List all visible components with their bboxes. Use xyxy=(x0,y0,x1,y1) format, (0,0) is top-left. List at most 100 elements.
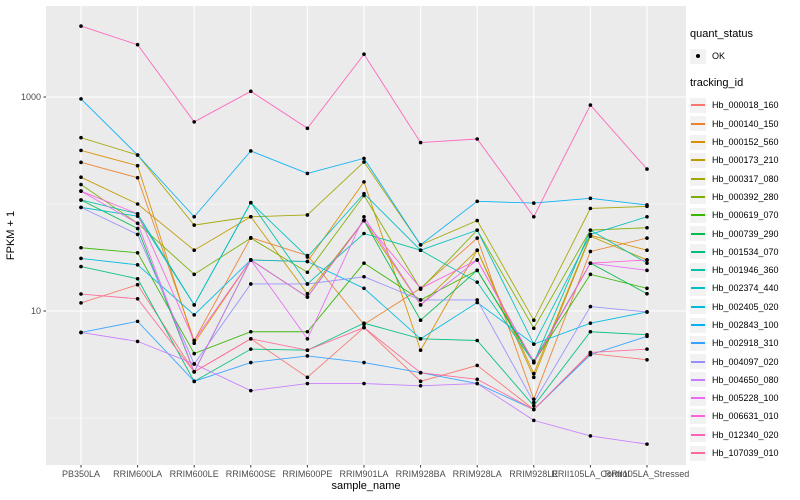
data-point xyxy=(475,338,480,343)
legend-key-box xyxy=(690,427,706,443)
data-point xyxy=(532,326,536,331)
data-point xyxy=(192,214,196,219)
data-point xyxy=(135,153,140,157)
data-point xyxy=(305,213,310,217)
data-point xyxy=(249,388,253,393)
data-point xyxy=(645,261,649,265)
data-point xyxy=(588,232,593,237)
data-point xyxy=(645,203,649,207)
data-point xyxy=(192,362,196,366)
data-point xyxy=(249,347,253,351)
data-point xyxy=(418,248,423,253)
legend-key-box xyxy=(690,48,706,64)
legend-item: Hb_000152_560 xyxy=(690,133,798,151)
legend-key-box xyxy=(690,152,706,168)
data-point xyxy=(475,248,480,253)
legend-key-box xyxy=(690,207,706,223)
line-swatch-icon xyxy=(691,159,705,162)
data-point xyxy=(532,371,536,376)
data-point xyxy=(588,329,593,334)
legend-item-label: Hb_107039_010 xyxy=(712,448,779,459)
data-point xyxy=(418,336,423,341)
data-point xyxy=(532,201,536,205)
data-point xyxy=(588,103,593,107)
y-tick-label: 10 xyxy=(31,306,41,316)
legend-item-label: Hb_005228_100 xyxy=(712,393,779,404)
data-point xyxy=(475,381,480,386)
data-point xyxy=(588,321,593,325)
data-point xyxy=(305,259,310,264)
legend-item: Hb_002405_020 xyxy=(690,298,798,316)
data-point xyxy=(79,135,83,140)
data-point xyxy=(418,140,423,145)
y-axis-title: FPKM + 1 xyxy=(5,211,17,260)
legend-key-box xyxy=(690,97,706,113)
legend-key-box xyxy=(690,317,706,333)
data-point xyxy=(305,295,310,299)
x-tick-label: RRIM901LA xyxy=(339,469,388,479)
legend-key-box xyxy=(690,445,706,461)
data-point xyxy=(79,330,83,335)
data-point xyxy=(475,258,480,262)
data-point xyxy=(645,357,649,362)
legend-key-box xyxy=(690,390,706,406)
data-point xyxy=(362,191,366,196)
legend-item-label: Hb_002405_020 xyxy=(712,301,779,312)
data-point xyxy=(362,325,366,330)
data-point xyxy=(475,377,480,382)
data-point xyxy=(362,321,366,325)
legend-item-label: Hb_000619_070 xyxy=(712,210,779,221)
data-point xyxy=(645,214,649,219)
data-point xyxy=(79,189,83,193)
data-point xyxy=(192,272,196,277)
data-point xyxy=(362,286,366,291)
data-point xyxy=(135,221,140,226)
data-point xyxy=(135,175,140,180)
data-point xyxy=(645,310,649,314)
legend-item-label: Hb_004650_080 xyxy=(712,374,779,385)
x-tick-label: PB350LA xyxy=(62,469,100,479)
legend-tracking-items: Hb_000018_160 Hb_000140_150 Hb_000152_560 H… xyxy=(690,96,798,462)
data-point xyxy=(135,42,140,47)
data-point xyxy=(249,149,253,153)
line-swatch-icon xyxy=(691,342,705,345)
data-point xyxy=(79,256,83,261)
data-point xyxy=(532,342,536,346)
data-point xyxy=(305,354,310,358)
data-point xyxy=(305,348,310,353)
legend-key-box xyxy=(690,262,706,278)
data-point xyxy=(475,228,480,232)
legend-key-box xyxy=(690,134,706,150)
data-point xyxy=(305,270,310,275)
line-swatch-icon xyxy=(691,214,705,217)
legend-item-label: Hb_001534_070 xyxy=(712,246,779,257)
data-point xyxy=(135,263,140,267)
legend: quant_status OK tracking_id Hb_000018_16… xyxy=(690,28,798,462)
x-axis-title: sample_name xyxy=(331,480,400,492)
data-point xyxy=(135,276,140,281)
data-point xyxy=(79,160,83,165)
legend-key-box xyxy=(690,244,706,260)
y-tick-label: 1000 xyxy=(21,92,41,102)
data-point xyxy=(532,397,536,401)
data-point xyxy=(249,89,253,94)
data-point xyxy=(305,336,310,341)
x-tick-label: RRII105LA_Control xyxy=(551,469,629,479)
plot-panel: 1000 10 PB350LA RRIM600LA RRIM600LE RRIM600SE… xyxy=(5,6,689,492)
data-point xyxy=(362,261,366,265)
data-point xyxy=(305,329,310,334)
line-swatch-icon xyxy=(691,104,705,107)
data-point xyxy=(475,363,480,368)
data-point xyxy=(305,126,310,131)
data-point xyxy=(192,248,196,253)
data-point xyxy=(588,228,593,232)
data-point xyxy=(249,329,253,334)
line-swatch-icon xyxy=(691,177,705,180)
line-swatch-icon xyxy=(691,195,705,198)
x-tick-label: RRIM600LE xyxy=(170,469,219,479)
data-point xyxy=(588,249,593,254)
line-swatch-icon xyxy=(691,287,705,290)
data-point xyxy=(418,286,423,291)
legend-item-label: Hb_004097_020 xyxy=(712,356,779,367)
